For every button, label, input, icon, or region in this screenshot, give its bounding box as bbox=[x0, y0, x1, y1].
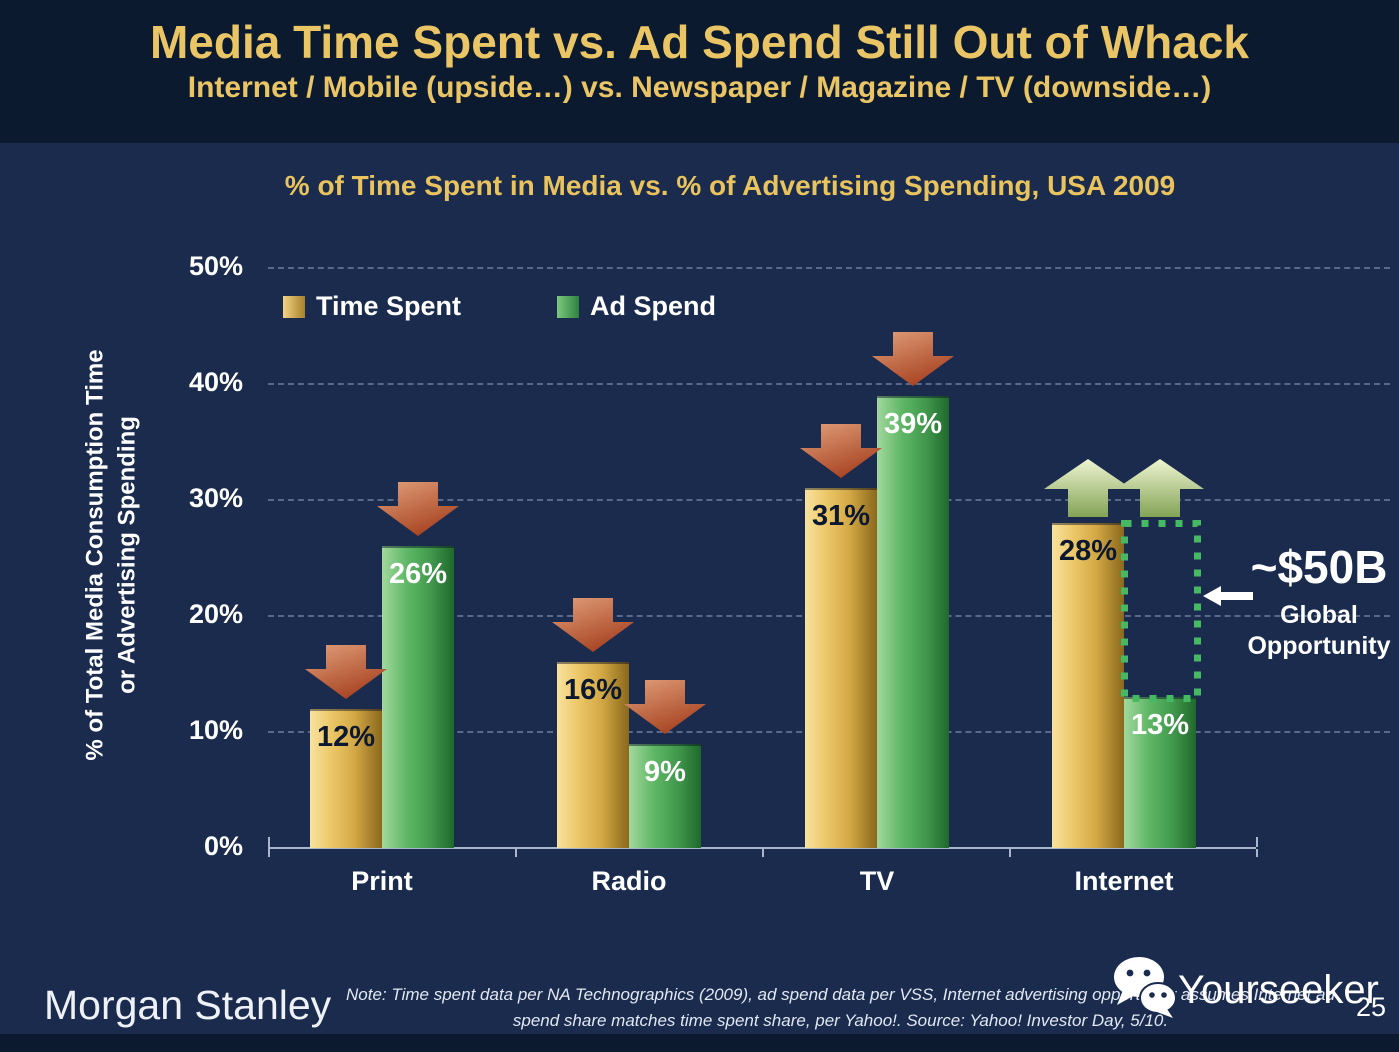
y-tick-20%: 20% bbox=[188, 599, 243, 629]
page-number: 25 bbox=[1356, 992, 1387, 1022]
source-note: Note: Time spent data per NA Technograph… bbox=[318, 982, 1363, 1033]
source-note-line1: Note: Time spent data per NA Technograph… bbox=[346, 985, 1335, 1004]
bar-value-label: 39% bbox=[883, 408, 943, 440]
bar-value-label: 28% bbox=[1058, 535, 1118, 567]
legend-swatch-icon bbox=[557, 295, 580, 318]
trend-arrow-down-icon bbox=[800, 424, 882, 478]
x-axis-end-tick bbox=[268, 837, 270, 847]
x-axis-tick bbox=[1256, 849, 1258, 857]
opportunity-value: ~$50B bbox=[1250, 541, 1388, 593]
y-tick-0%: 0% bbox=[203, 831, 243, 861]
bar-print-ad-spend: 26% bbox=[382, 546, 454, 848]
x-axis-tick bbox=[762, 849, 764, 857]
bar-internet-ad-spend: 13% bbox=[1124, 697, 1196, 848]
wechat-icon bbox=[1114, 957, 1177, 1018]
category-label-internet: Internet bbox=[1074, 866, 1174, 896]
legend-item-ad-spend: Ad Spend bbox=[557, 291, 716, 322]
category-label-radio: Radio bbox=[591, 866, 667, 896]
chart-title: % of Time Spent in Media vs. % of Advert… bbox=[284, 170, 1176, 201]
trend-arrow-down-icon bbox=[624, 680, 706, 734]
trend-arrow-up-icon bbox=[1116, 459, 1204, 517]
y-tick-40%: 40% bbox=[188, 367, 243, 397]
x-axis-tick bbox=[515, 849, 517, 857]
trend-arrow-up-icon bbox=[1044, 459, 1132, 517]
x-axis-tick bbox=[1009, 849, 1011, 857]
bar-radio-ad-spend: 9% bbox=[629, 744, 701, 848]
category-label-tv: TV bbox=[859, 866, 895, 896]
bar-radio-time-spent: 16% bbox=[557, 662, 629, 848]
y-tick-30%: 30% bbox=[188, 483, 243, 513]
morgan-stanley-logo: Morgan Stanley bbox=[44, 982, 332, 1028]
legend-swatch-icon bbox=[283, 295, 305, 318]
bar-value-label: 16% bbox=[563, 674, 623, 706]
opportunity-label-line2: Opportunity bbox=[1247, 632, 1391, 661]
bar-value-label: 26% bbox=[388, 558, 448, 590]
x-axis-tick bbox=[268, 849, 270, 857]
annotation-left-arrow-icon bbox=[1203, 586, 1253, 606]
trend-arrow-down-icon bbox=[377, 482, 459, 536]
slide-subtitle: Internet / Mobile (upside…) vs. Newspape… bbox=[187, 70, 1212, 104]
bar-value-label: 13% bbox=[1130, 709, 1190, 741]
slide-header: Media Time Spent vs. Ad Spend Still Out … bbox=[0, 0, 1399, 143]
legend-item-time-spent: Time Spent bbox=[283, 291, 461, 322]
footer-band bbox=[0, 1034, 1399, 1052]
watermark-text: Yourseeker bbox=[1178, 968, 1379, 1012]
legend-label: Time Spent bbox=[316, 291, 462, 321]
category-label-print: Print bbox=[351, 866, 413, 896]
watermark: Yourseeker bbox=[1112, 956, 1379, 1018]
bar-internet-time-spent: 28% bbox=[1052, 523, 1124, 848]
x-axis-line bbox=[268, 847, 1256, 849]
y-tick-10%: 10% bbox=[188, 715, 243, 745]
trend-arrow-down-icon bbox=[552, 598, 634, 652]
trend-arrow-down-icon bbox=[872, 332, 954, 386]
opportunity-dotted-box bbox=[1121, 520, 1201, 702]
opportunity-annotation: ~$50B Global Opportunity bbox=[1240, 540, 1398, 663]
x-axis-end-tick bbox=[1256, 837, 1258, 847]
gridline-50% bbox=[268, 267, 1390, 269]
bar-value-label: 9% bbox=[644, 756, 686, 788]
bar-tv-time-spent: 31% bbox=[805, 488, 877, 848]
y-tick-50%: 50% bbox=[188, 251, 243, 281]
bar-tv-ad-spend: 39% bbox=[877, 396, 949, 848]
chart-legend: Time Spent Ad Spend bbox=[283, 291, 716, 322]
opportunity-label-line1: Global bbox=[1280, 601, 1358, 629]
bar-value-label: 12% bbox=[316, 721, 376, 753]
trend-arrow-down-icon bbox=[305, 645, 387, 699]
legend-label: Ad Spend bbox=[590, 291, 717, 321]
slide-title: Media Time Spent vs. Ad Spend Still Out … bbox=[149, 16, 1250, 68]
bar-value-label: 31% bbox=[811, 500, 871, 532]
source-note-line2: spend share matches time spent share, pe… bbox=[512, 1010, 1169, 1030]
gridline-40% bbox=[268, 383, 1390, 385]
bar-print-time-spent: 12% bbox=[310, 709, 382, 848]
